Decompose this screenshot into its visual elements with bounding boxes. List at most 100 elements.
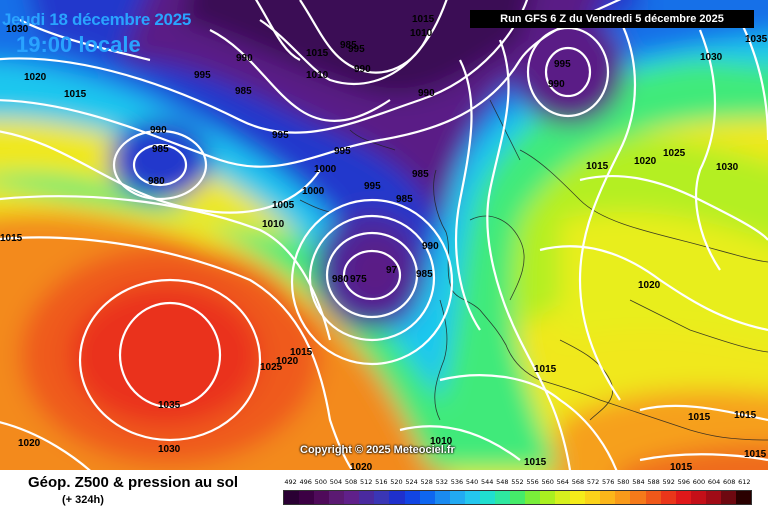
isobar-label: 1020 [638,280,661,291]
isobar-label: 1015 [290,347,313,358]
isobar-labels: 1030102010159959909851015985995101099010… [0,14,768,470]
copyright-notice: Copyright © 2025 Meteociel.fr [300,444,455,456]
scale-label: 568 [571,478,585,486]
scale-swatch [509,491,525,504]
scale-label: 608 [722,478,736,486]
isobar-label: 995 [348,44,365,55]
scale-label: 500 [314,478,328,486]
scale-label: 560 [541,478,554,486]
isobar-label: 1015 [534,364,557,375]
scale-label: 596 [677,478,691,486]
isobar-label: 1020 [276,356,299,367]
scale-swatch [570,491,586,504]
scale-swatch [389,491,405,504]
scale-swatch [374,491,390,504]
isobar-label: 1015 [586,161,609,172]
isobar-label: 985 [412,169,429,180]
scale-label: 516 [375,478,388,486]
isobar-label: 1010 [262,219,285,230]
isobar-label: 1015 [306,48,329,59]
color-scale-bar [283,490,752,505]
isobar-label: 980 [148,176,165,187]
isobar-label: 1025 [663,148,686,159]
scale-swatch [434,491,450,504]
isobar-label: 990 [418,88,435,99]
scale-swatch [720,491,736,504]
scale-label: 532 [435,478,449,486]
isobar-label: 995 [364,181,381,192]
scale-label: 508 [344,478,358,486]
scale-label: 604 [707,478,721,486]
isobars [0,0,768,470]
isobar-label: 97 [386,265,398,276]
isobar-label: 1010 [306,70,329,81]
z500-color-field [0,0,768,470]
forecast-map: 1030102010159959909851015985995101099010… [0,0,768,470]
scale-swatch [525,491,541,504]
isobar-label: 1020 [350,462,373,470]
isobar-label: 1035 [745,34,768,45]
scale-swatch [690,491,706,504]
scale-label: 520 [390,478,403,486]
isobar-label: 1030 [716,162,739,173]
isobar-label: 1015 [0,233,23,244]
scale-swatch [705,491,721,504]
scale-label: 556 [526,478,539,486]
scale-label: 524 [405,478,418,486]
scale-label: 512 [359,478,373,486]
scale-swatch [494,491,510,504]
scale-swatch [555,491,571,504]
scale-swatch [660,491,676,504]
scale-label: 600 [692,478,706,486]
isobar-label: 1010 [410,28,433,39]
isobar-label: 985 [235,86,252,97]
isobar-label: 1015 [524,457,547,468]
scale-swatch [344,491,360,504]
scale-label: 536 [450,478,464,486]
isobar-label: 1020 [634,156,657,167]
isobar-label: 980 [332,274,349,285]
isobar-label: 990 [354,64,371,75]
isobar-label: 995 [194,70,211,81]
isobar-label: 1015 [744,449,767,460]
isobar-label: 1010 [430,436,453,447]
scale-swatch [449,491,465,504]
scale-swatch [464,491,480,504]
isobar-label: 990 [150,125,167,136]
isobar-label: 990 [422,241,439,252]
scale-label: 492 [284,478,297,486]
scale-label: 544 [480,478,494,486]
scale-swatch [479,491,495,504]
scale-label: 612 [738,478,751,486]
scale-label: 584 [632,478,645,486]
scale-swatch [404,491,420,504]
scale-label: 528 [420,478,433,486]
scale-label: 496 [299,478,312,486]
isobar-label: 1020 [18,438,41,449]
scale-swatch [299,491,315,504]
scale-swatch [675,491,691,504]
scale-label: 552 [511,478,524,486]
isobar-label: 1015 [734,410,757,421]
forecast-lead-time: (+ 324h) [62,494,104,506]
isobar-label: 1030 [700,52,723,63]
forecast-date: Jeudi 18 décembre 2025 [2,10,192,29]
scale-label: 592 [662,478,675,486]
scale-label: 548 [496,478,509,486]
scale-swatch [540,491,556,504]
scale-swatch [359,491,375,504]
scale-swatch [645,491,661,504]
isobar-label: 1035 [158,400,181,411]
isobar-label: 1030 [6,24,29,35]
scale-label: 572 [586,478,600,486]
scale-swatch [600,491,616,504]
isobar-label: 1000 [302,186,325,197]
scale-label: 588 [647,478,660,486]
isobar-label: 990 [548,79,565,90]
isobar-label: 985 [340,40,357,51]
coastlines [299,99,768,441]
scale-swatch [329,491,345,504]
scale-swatch [284,491,300,504]
scale-label: 564 [556,478,570,486]
isobar-label: 1030 [158,444,181,455]
